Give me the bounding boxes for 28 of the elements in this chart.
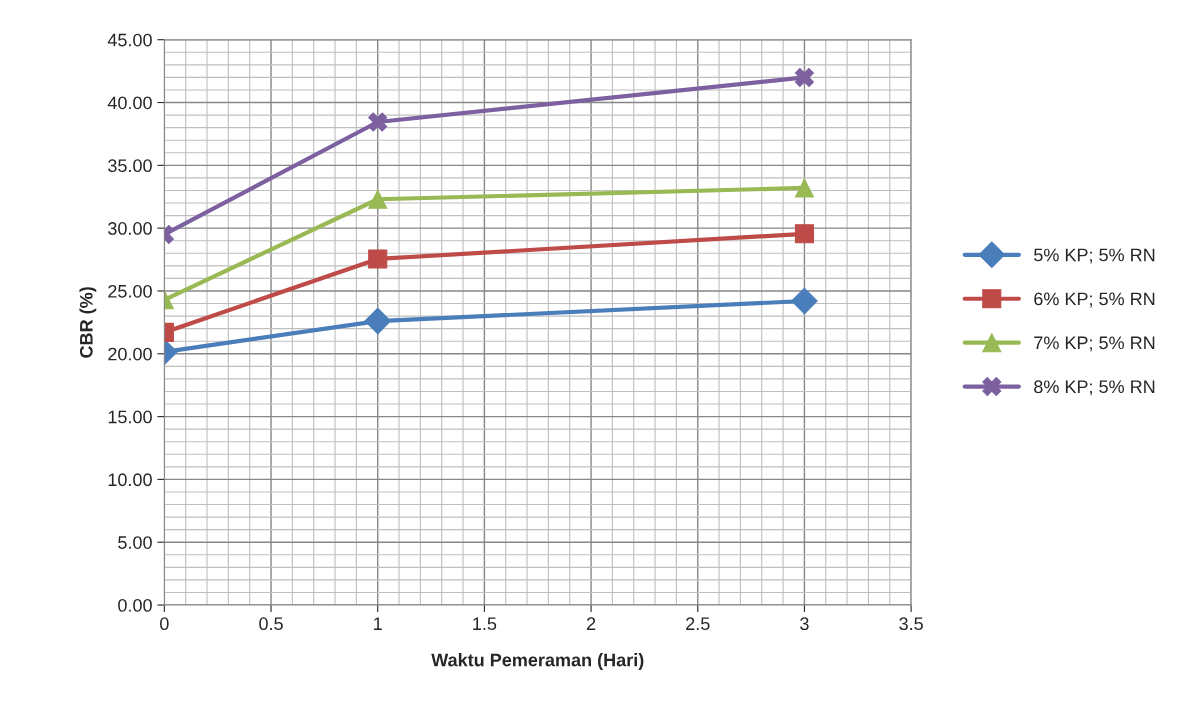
y-tick-label: 10.00	[108, 473, 152, 487]
y-tick-label: 25.00	[108, 284, 152, 298]
point	[794, 67, 814, 87]
point	[794, 178, 814, 198]
legend-label: 5% KP; 5% RN	[1034, 248, 1155, 264]
x-tick-label: 0	[160, 617, 169, 631]
x-axis-title: Waktu Pemeraman (Hari)	[431, 653, 644, 670]
y-tick-label: 5.00	[118, 536, 152, 549]
x-tick-label: 3	[800, 617, 809, 631]
y-tick-label: 15.00	[108, 410, 152, 424]
x-tick-label: 3.5	[899, 617, 923, 631]
point	[791, 287, 818, 315]
x-tick-label: 2.5	[686, 617, 710, 631]
y-tick-label: 30.00	[108, 222, 152, 235]
x-tick-label: 1.5	[473, 617, 497, 631]
legend-label: 7% KP; 5% RN	[1034, 336, 1155, 352]
legend-label: 6% KP; 5% RN	[1034, 292, 1155, 308]
y-tick-label: 0.00	[118, 598, 152, 612]
x-tick-label: 1	[374, 617, 382, 630]
legend-label: 8% KP; 5% RN	[1034, 380, 1155, 396]
y-tick-label: 40.00	[107, 96, 152, 110]
point	[794, 224, 814, 244]
y-axis-title: CBR (%)	[79, 287, 97, 358]
y-tick-label: 45.00	[107, 33, 152, 47]
x-tick-label: 2	[586, 617, 596, 630]
x-tick-label: 0.5	[259, 617, 283, 631]
y-tick-label: 20.00	[108, 347, 152, 361]
y-tick-label: 35.00	[108, 159, 152, 173]
